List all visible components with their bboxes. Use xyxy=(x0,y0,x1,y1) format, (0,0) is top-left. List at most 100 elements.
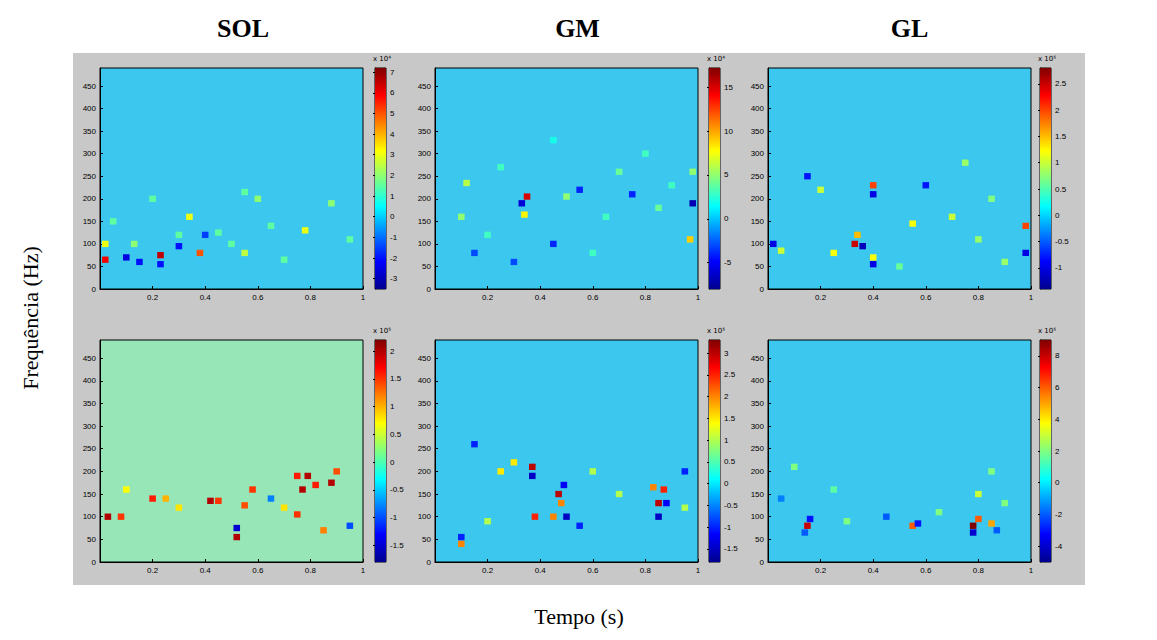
svg-text:x 10⁵: x 10⁵ xyxy=(1038,55,1056,63)
svg-text:-0.5: -0.5 xyxy=(724,501,738,510)
svg-text:400: 400 xyxy=(418,376,432,385)
svg-text:0.5: 0.5 xyxy=(724,457,736,466)
svg-text:0: 0 xyxy=(92,285,97,294)
svg-text:300: 300 xyxy=(418,149,432,158)
svg-text:1: 1 xyxy=(361,293,366,302)
svg-text:6: 6 xyxy=(390,88,395,97)
svg-text:-1.5: -1.5 xyxy=(724,544,738,553)
svg-text:1: 1 xyxy=(1029,566,1034,575)
svg-text:-4: -4 xyxy=(1055,542,1063,551)
svg-text:-1.5: -1.5 xyxy=(390,541,404,550)
svg-text:300: 300 xyxy=(751,422,765,431)
svg-text:250: 250 xyxy=(751,444,765,453)
svg-text:0: 0 xyxy=(724,214,729,223)
svg-text:250: 250 xyxy=(83,444,97,453)
svg-text:100: 100 xyxy=(83,512,97,521)
svg-text:250: 250 xyxy=(418,172,432,181)
svg-text:450: 450 xyxy=(751,354,765,363)
svg-text:-1: -1 xyxy=(1055,263,1063,272)
svg-text:0.6: 0.6 xyxy=(920,293,932,302)
svg-text:0: 0 xyxy=(1055,211,1060,220)
svg-text:4: 4 xyxy=(390,130,395,139)
svg-text:-1: -1 xyxy=(390,233,398,242)
svg-text:-5: -5 xyxy=(724,258,732,267)
svg-text:0.4: 0.4 xyxy=(200,293,212,302)
svg-text:1: 1 xyxy=(1029,293,1034,302)
svg-text:x 10⁴: x 10⁴ xyxy=(373,55,391,63)
svg-text:2: 2 xyxy=(390,171,395,180)
svg-text:1: 1 xyxy=(361,566,366,575)
svg-text:450: 450 xyxy=(418,354,432,363)
svg-text:300: 300 xyxy=(83,422,97,431)
svg-text:1: 1 xyxy=(696,566,701,575)
svg-text:150: 150 xyxy=(418,490,432,499)
svg-text:350: 350 xyxy=(418,399,432,408)
svg-text:0.8: 0.8 xyxy=(973,566,985,575)
svg-text:450: 450 xyxy=(83,354,97,363)
svg-text:200: 200 xyxy=(751,467,765,476)
svg-text:2: 2 xyxy=(1055,106,1060,115)
svg-text:200: 200 xyxy=(83,467,97,476)
svg-text:0.4: 0.4 xyxy=(868,293,880,302)
svg-text:0.2: 0.2 xyxy=(815,566,827,575)
svg-text:-1: -1 xyxy=(390,513,398,522)
svg-text:300: 300 xyxy=(751,149,765,158)
svg-text:GL: GL xyxy=(891,14,929,43)
svg-text:1: 1 xyxy=(696,293,701,302)
svg-text:450: 450 xyxy=(418,82,432,91)
svg-text:5: 5 xyxy=(390,109,395,118)
svg-text:0.2: 0.2 xyxy=(482,566,494,575)
svg-text:1: 1 xyxy=(390,402,395,411)
svg-text:150: 150 xyxy=(418,217,432,226)
svg-text:50: 50 xyxy=(422,535,431,544)
svg-text:0.6: 0.6 xyxy=(587,293,599,302)
svg-text:350: 350 xyxy=(83,399,97,408)
svg-text:Frequência (Hz): Frequência (Hz) xyxy=(18,246,43,390)
svg-text:2: 2 xyxy=(724,392,729,401)
svg-text:-2: -2 xyxy=(390,254,398,263)
svg-text:0.5: 0.5 xyxy=(1055,185,1067,194)
svg-text:5: 5 xyxy=(724,170,729,179)
svg-text:50: 50 xyxy=(755,535,764,544)
svg-text:300: 300 xyxy=(83,149,97,158)
svg-text:0.4: 0.4 xyxy=(200,566,212,575)
svg-text:0: 0 xyxy=(390,458,395,467)
svg-text:6: 6 xyxy=(1055,383,1060,392)
svg-text:100: 100 xyxy=(751,512,765,521)
svg-text:50: 50 xyxy=(755,262,764,271)
svg-text:400: 400 xyxy=(83,376,97,385)
svg-text:0.8: 0.8 xyxy=(305,566,317,575)
svg-text:250: 250 xyxy=(83,172,97,181)
svg-text:2: 2 xyxy=(1055,447,1060,456)
svg-text:150: 150 xyxy=(751,217,765,226)
svg-text:0: 0 xyxy=(724,479,729,488)
svg-text:0: 0 xyxy=(427,285,432,294)
svg-text:2: 2 xyxy=(390,347,395,356)
svg-text:3: 3 xyxy=(390,150,395,159)
svg-text:300: 300 xyxy=(418,422,432,431)
svg-text:0: 0 xyxy=(92,558,97,567)
svg-text:0.5: 0.5 xyxy=(390,430,402,439)
svg-text:400: 400 xyxy=(418,104,432,113)
svg-text:3: 3 xyxy=(724,349,729,358)
svg-text:150: 150 xyxy=(83,217,97,226)
svg-text:x 10⁵: x 10⁵ xyxy=(1038,327,1056,335)
svg-text:x 10⁵: x 10⁵ xyxy=(373,327,391,335)
svg-text:200: 200 xyxy=(751,194,765,203)
svg-text:x 10⁴: x 10⁴ xyxy=(707,55,725,63)
svg-text:x 10⁵: x 10⁵ xyxy=(707,327,725,335)
svg-text:200: 200 xyxy=(418,467,432,476)
svg-text:50: 50 xyxy=(87,262,96,271)
svg-text:8: 8 xyxy=(1055,351,1060,360)
svg-text:150: 150 xyxy=(751,490,765,499)
svg-text:0.4: 0.4 xyxy=(535,566,547,575)
svg-text:0.8: 0.8 xyxy=(973,293,985,302)
svg-text:1.5: 1.5 xyxy=(390,374,402,383)
svg-text:100: 100 xyxy=(418,239,432,248)
svg-text:0.8: 0.8 xyxy=(305,293,317,302)
svg-text:350: 350 xyxy=(418,127,432,136)
svg-text:0: 0 xyxy=(390,212,395,221)
svg-text:1.5: 1.5 xyxy=(724,414,736,423)
svg-text:1: 1 xyxy=(390,192,395,201)
svg-text:200: 200 xyxy=(83,194,97,203)
